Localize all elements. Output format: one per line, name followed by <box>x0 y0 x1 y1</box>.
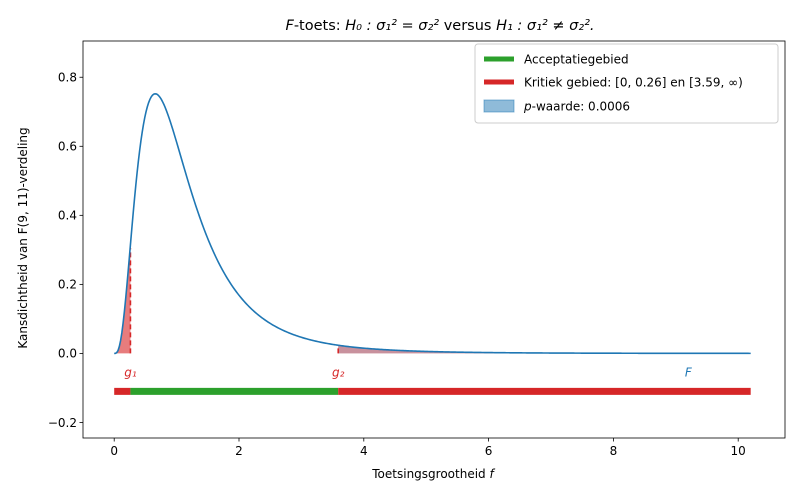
critical-region-right-fill <box>338 345 751 354</box>
legend-box <box>474 43 779 124</box>
x-tick-label: 4 <box>360 444 368 458</box>
plot-area: g₁ g₂ F <box>114 92 751 395</box>
legend-item-pvalue: p-waarde: 0.0006 <box>483 99 630 114</box>
y-tick-label: 0.6 <box>58 140 77 154</box>
y-tick-label: 0.8 <box>58 71 77 85</box>
x-axis-label: Toetsingsgrootheid f <box>371 467 495 481</box>
axes: 0 2 4 6 8 10 −0.2 0.0 0.2 0.4 0.6 0.8 <box>48 40 786 458</box>
x-tick-label: 8 <box>610 444 618 458</box>
x-tick-label: 0 <box>110 444 118 458</box>
legend: Acceptatiegebied Kritiek gebied: [0, 0.2… <box>474 43 779 124</box>
y-tick-label: 0.4 <box>58 209 77 223</box>
g2-label: g₂ <box>332 365 345 379</box>
legend-item-acceptance: Acceptatiegebied <box>484 53 629 67</box>
legend-item-critical: Kritiek gebied: [0, 0.26] en [3.59, ∞) <box>484 76 743 90</box>
y-tick-label: 0.2 <box>58 278 77 292</box>
y-tick-label: 0.0 <box>58 347 77 361</box>
x-tick-label: 2 <box>235 444 243 458</box>
g1-label: g₁ <box>124 365 137 379</box>
f-label: F <box>685 365 693 379</box>
critical-region-left-fill <box>114 244 131 354</box>
legend-label-pvalue: p-waarde: 0.0006 <box>523 100 630 114</box>
legend-label-critical: Kritiek gebied: [0, 0.26] en [3.59, ∞) <box>524 76 743 90</box>
y-axis-label: Kansdichtheid van F(9, 11)-verdeling <box>16 127 30 348</box>
x-tick-label: 6 <box>485 444 493 458</box>
y-tick-label: −0.2 <box>48 416 77 430</box>
density-curve <box>114 92 751 355</box>
legend-swatch-pvalue <box>483 99 515 113</box>
x-tick-label: 10 <box>731 444 746 458</box>
chart-title: F-toets: H₀ : σ₁² = σ₂² versus H₁ : σ₁² … <box>285 18 594 34</box>
legend-label-acceptance: Acceptatiegebied <box>524 53 629 67</box>
plot-frame <box>82 40 786 439</box>
p-value-fill <box>338 345 751 354</box>
